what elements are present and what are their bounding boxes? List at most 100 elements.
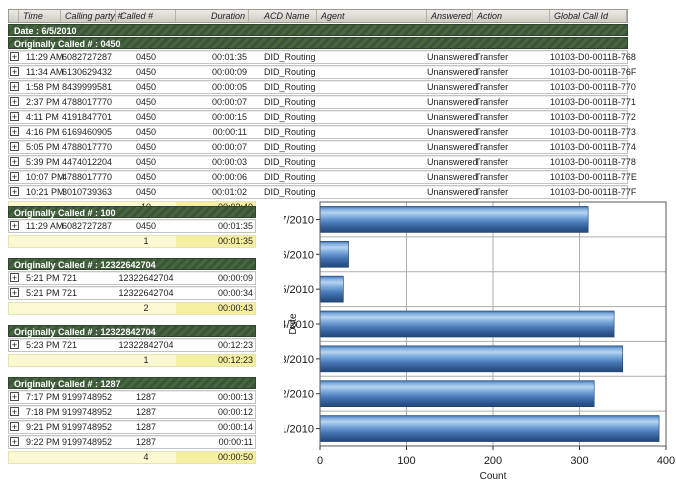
cell-action: Transfer — [475, 141, 509, 152]
expand-row-button[interactable]: + — [10, 142, 19, 152]
cell-global_id: 10103-D0-0011B-77E — [550, 171, 637, 182]
expand-row-button[interactable]: + — [10, 221, 19, 231]
call-row: +5:05 PM 4788017770 0450 00:00:07 DID_Routin… — [8, 140, 636, 154]
chart-bar — [319, 310, 615, 338]
originally-called-group-header: Originally Called # : 1287 — [8, 377, 256, 389]
cell-called: 0450 — [135, 111, 157, 122]
column-header-acd: ACD Name — [249, 10, 317, 22]
cell-calling: 9199748952 — [62, 436, 113, 447]
cell-time: 5:39 PM — [26, 156, 60, 167]
expand-row-button[interactable]: + — [10, 172, 19, 182]
expand-row-button[interactable]: + — [10, 407, 19, 417]
cell-acd: DID_Routing — [264, 51, 316, 62]
call-row: +11:29 AM 6082727287 0450 00:01:35 DID_Routi… — [8, 50, 636, 64]
cell-action: Transfer — [475, 66, 509, 77]
expand-row-button[interactable]: + — [10, 112, 19, 122]
cell-time: 5:05 PM — [26, 141, 60, 152]
call-row: +5:23 PM 721 12322842704 00:12:23 — [8, 338, 256, 352]
cell-called: 1287 — [135, 436, 157, 447]
cell-time: 10:07 PM — [26, 171, 65, 182]
cell-global_id: 10103-D0-0011B-772 — [550, 111, 636, 122]
column-header-time: Time — [19, 10, 61, 22]
sub-group-table: Originally Called # : 12322842704 +5:23 P… — [8, 325, 258, 367]
header-expand-spacer — [9, 10, 19, 22]
cell-answered: Unanswered — [427, 111, 478, 122]
call-row: +9:21 PM 9199748952 1287 00:00:14 — [8, 420, 256, 434]
cell-action: Transfer — [475, 156, 509, 167]
cell-called: 0450 — [135, 96, 157, 107]
cell-calling: 4788017770 — [62, 171, 113, 182]
cell-action: Transfer — [475, 51, 509, 62]
cell-duration: 00:01:02 — [211, 186, 247, 197]
cell-duration: 00:00:13 — [217, 391, 253, 402]
expand-row-button[interactable]: + — [10, 127, 19, 137]
cell-time: 1:58 PM — [26, 81, 60, 92]
cell-answered: Unanswered — [427, 96, 478, 107]
table-header-row: Time Calling party # Called # Duration ACD N… — [8, 9, 628, 23]
cell-action: Transfer — [475, 186, 509, 197]
cell-time: 9:21 PM — [26, 421, 60, 432]
expand-row-button[interactable]: + — [10, 157, 19, 167]
cell-calling: 3010739363 — [62, 186, 113, 197]
sub-group-table: Originally Called # : 1287 +7:17 PM 919974… — [8, 377, 258, 464]
expand-row-button[interactable]: + — [10, 187, 19, 197]
expand-row-button[interactable]: + — [10, 82, 19, 92]
cell-called: 1287 — [135, 406, 157, 417]
cell-time: 7:17 PM — [26, 391, 60, 402]
expand-row-button[interactable]: + — [10, 392, 19, 402]
call-row: +5:21 PM 721 12322642704 00:00:34 — [8, 286, 256, 300]
expand-row-button[interactable]: + — [10, 52, 19, 62]
column-header-duration: Duration — [176, 10, 249, 22]
expand-row-button[interactable]: + — [10, 97, 19, 107]
calls-by-date-table: Time Calling party # Called # Duration ACD N… — [8, 9, 637, 215]
expand-row-button[interactable]: + — [10, 273, 19, 283]
cell-called: 1287 — [135, 421, 157, 432]
cell-time: 7:18 PM — [26, 406, 60, 417]
cell-calling: 721 — [62, 339, 78, 350]
column-header-calling: Calling party # — [61, 10, 123, 22]
call-row: +7:17 PM 9199748952 1287 00:00:13 — [8, 390, 256, 404]
cell-called: 0450 — [135, 81, 157, 92]
cell-duration: 00:00:34 — [217, 287, 253, 298]
group-summary-row: 2 00:00:43 — [8, 302, 256, 315]
sub-group-table: Originally Called # : 100 +11:29 AM 608272… — [8, 206, 258, 248]
cell-called: 0450 — [135, 171, 157, 182]
cell-called: 0450 — [135, 51, 157, 62]
chart-bar — [319, 206, 589, 233]
cell-calling: 6082727287 — [62, 51, 113, 62]
call-row: +10:21 PM 3010739363 0450 00:01:02 DID_Routi… — [8, 185, 636, 199]
x-tick-label: 100 — [397, 455, 415, 467]
cell-calling: 4191847701 — [62, 111, 113, 122]
summary-total-duration: 00:00:50 — [176, 452, 255, 463]
x-tick-label: 400 — [657, 455, 675, 467]
column-header-global_id: Global Call Id — [550, 10, 627, 22]
cell-action: Transfer — [475, 81, 509, 92]
column-header-answered: Answered — [427, 10, 473, 22]
expand-row-button[interactable]: + — [10, 288, 19, 298]
sub-group-table: Originally Called # : 12322642704 +5:21 P… — [8, 258, 258, 315]
cell-answered: Unanswered — [427, 51, 478, 62]
cell-called: 12322642704 — [118, 272, 174, 283]
cell-acd: DID_Routing — [264, 96, 316, 107]
expand-row-button[interactable]: + — [10, 67, 19, 77]
x-tick-label: 200 — [484, 455, 502, 467]
cell-acd: DID_Routing — [264, 111, 316, 122]
call-row: +4:16 PM 6169460905 0450 00:00:11 DID_Routin… — [8, 125, 636, 139]
call-row: +5:21 PM 721 12322642704 00:00:09 — [8, 271, 256, 285]
cell-duration: 00:00:07 — [211, 96, 247, 107]
expand-row-button[interactable]: + — [10, 437, 19, 447]
originally-called-group-header: Originally Called # : 12322642704 — [8, 258, 256, 270]
originally-called-group-header: Originally Called # : 0450 — [8, 37, 628, 49]
expand-row-button[interactable]: + — [10, 340, 19, 350]
group-summary-row: 1 00:01:35 — [8, 235, 256, 248]
cell-duration: 00:00:05 — [211, 81, 247, 92]
cell-called: 0450 — [135, 126, 157, 137]
group-originally-called-0450: Originally Called # : 0450 +11:29 AM 60827… — [8, 37, 637, 214]
cell-action: Transfer — [475, 126, 509, 137]
call-row: +2:37 PM 4788017770 0450 00:00:07 DID_Routin… — [8, 95, 636, 109]
x-tick-label: 0 — [317, 455, 323, 467]
expand-row-button[interactable]: + — [10, 422, 19, 432]
cell-time: 9:22 PM — [26, 436, 60, 447]
bar-chart-svg: 6/7/20106/6/20106/5/20106/4/20106/3/2010… — [271, 201, 675, 482]
